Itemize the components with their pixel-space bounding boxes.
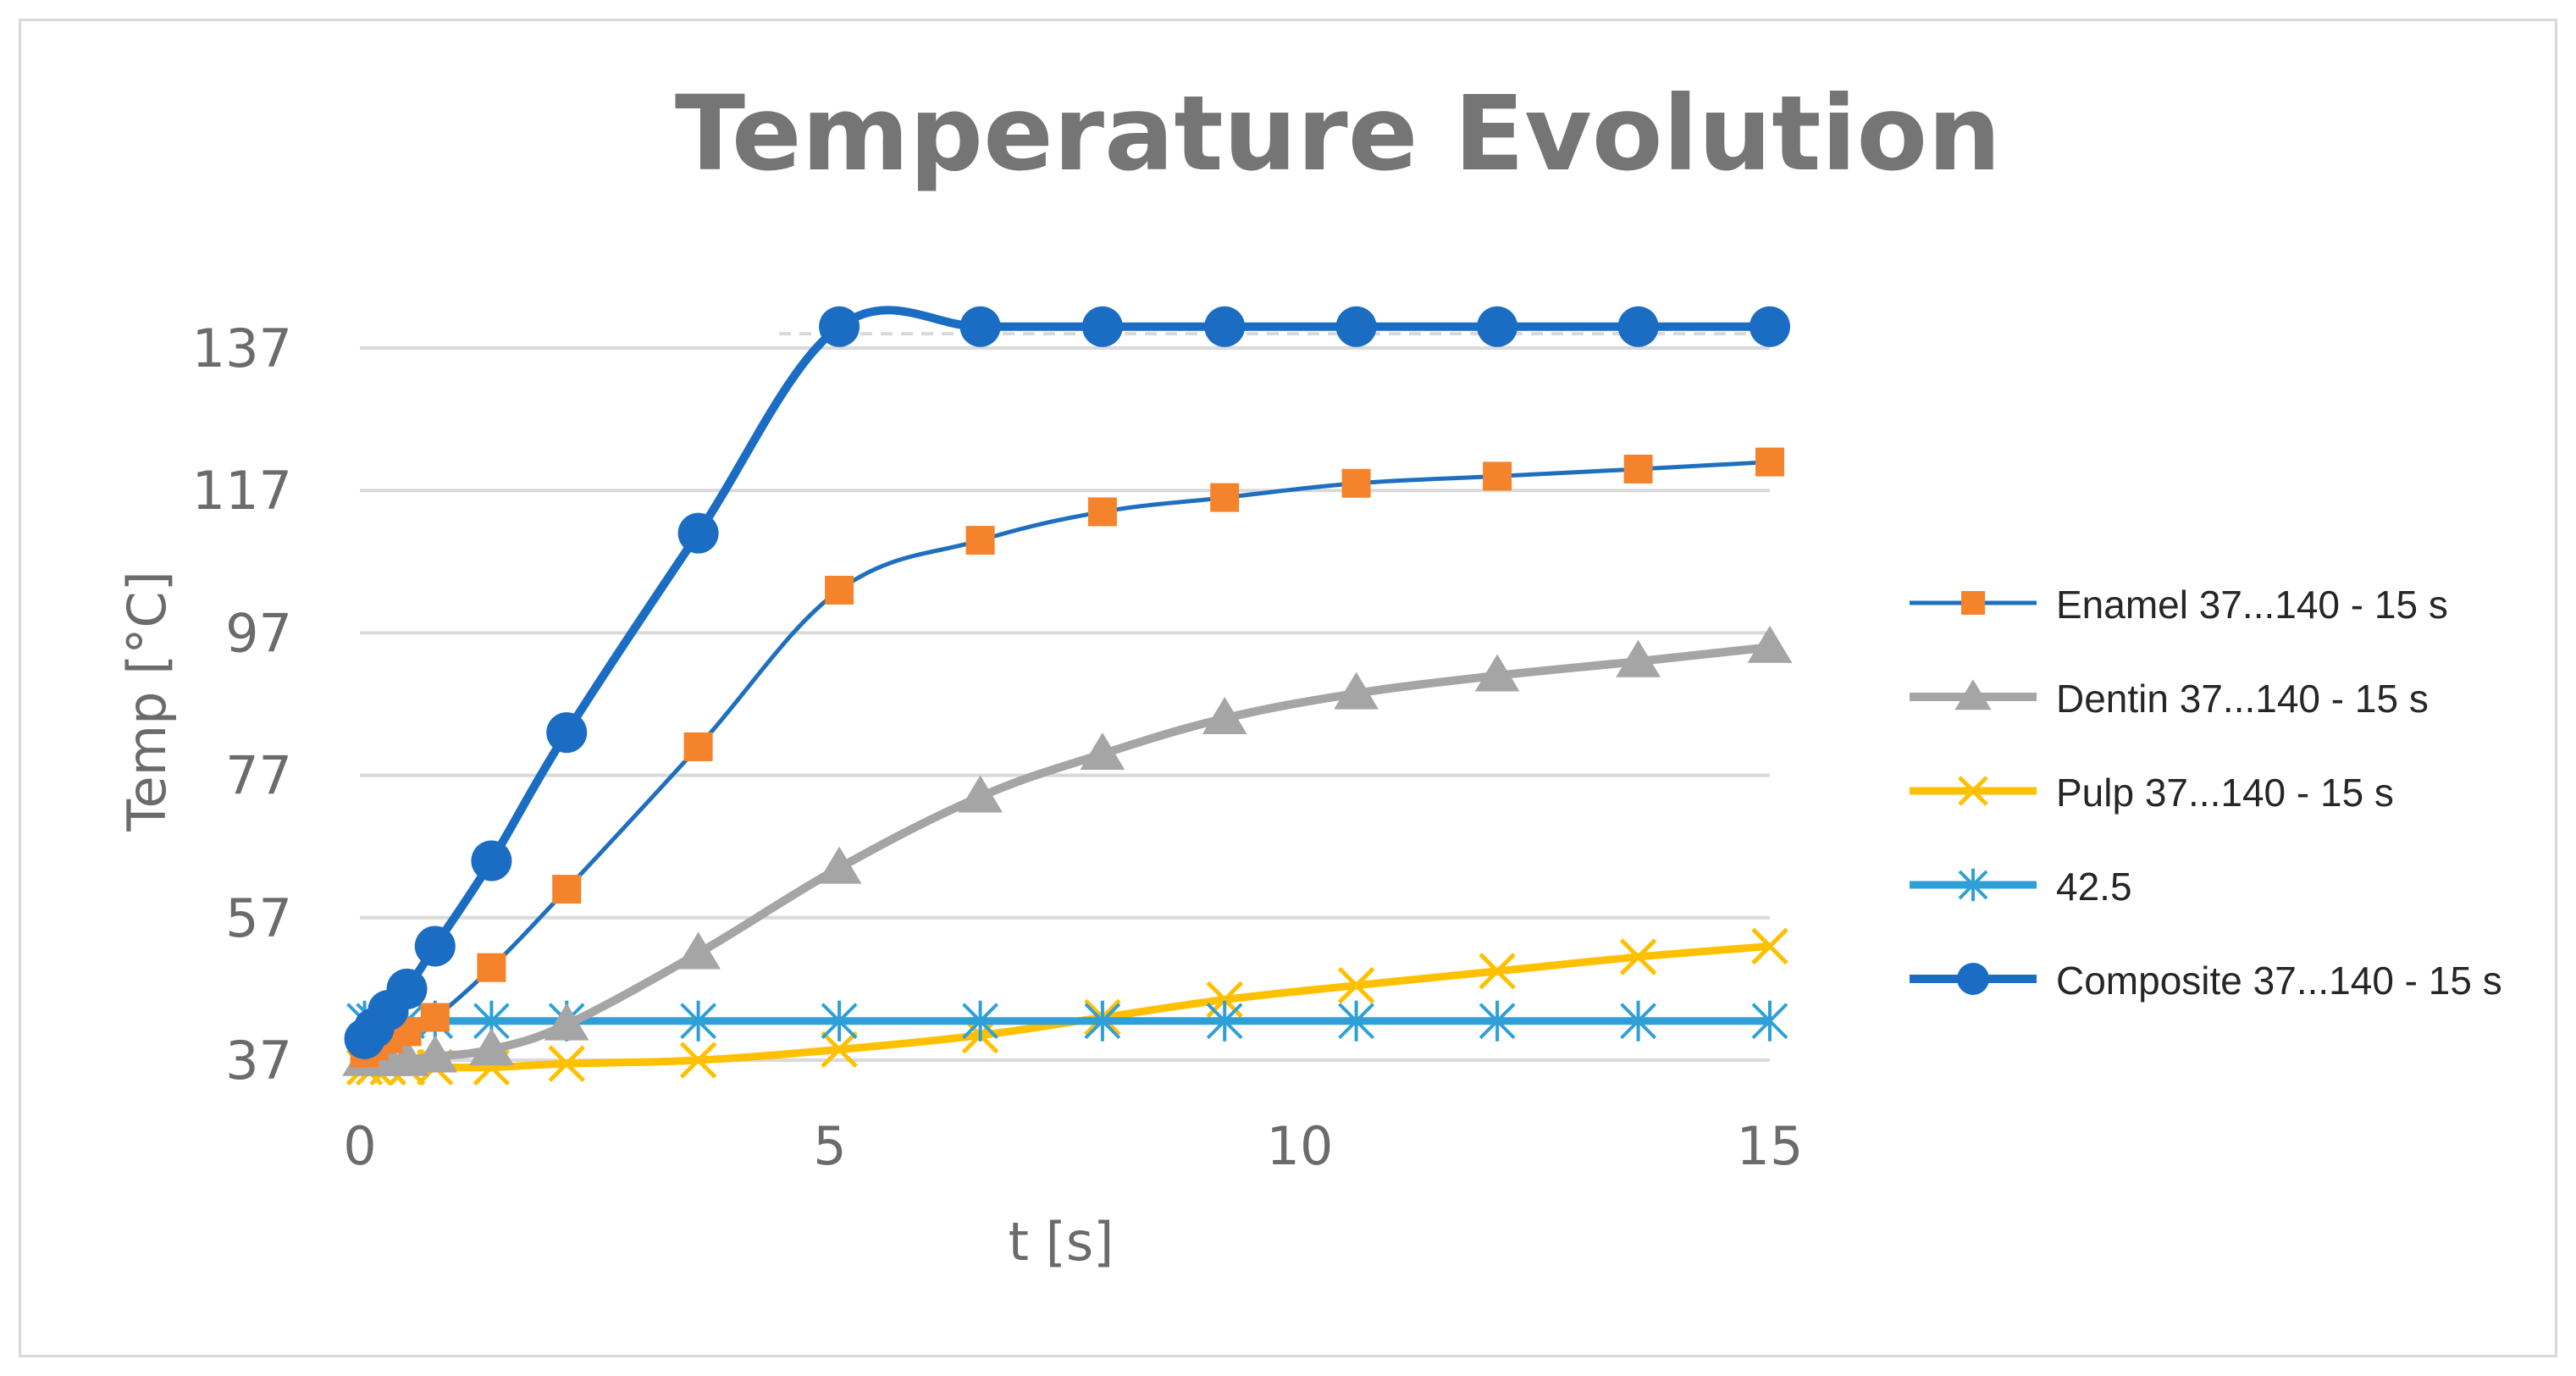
data-point [677,512,719,554]
data-point [1623,454,1653,484]
legend-entry-4: Composite 37...140 - 15 s [1910,959,2502,1003]
legend-label: Pulp 37...140 - 15 s [2056,771,2394,815]
legend-entry-3: 42.5 [1910,865,2132,909]
data-point [821,1000,858,1042]
data-point [1338,1000,1375,1042]
data-point [1087,497,1117,527]
y-tick-label: 97 [225,602,292,664]
data-point [683,732,713,761]
legend-entry-0: Enamel 37...140 - 15 s [1910,583,2448,627]
data-point [1080,732,1125,771]
grid-lines [360,346,1770,1062]
data-point [1619,938,1657,975]
legend-entry-1: Dentin 37...140 - 15 s [1910,677,2429,721]
data-point [1479,1000,1516,1042]
data-point [1477,306,1518,347]
data-point [412,1035,458,1073]
y-tick-label: 117 [192,460,292,522]
data-point [819,306,860,347]
data-point [1751,1000,1788,1042]
legend-label: 42.5 [2056,865,2132,909]
data-point [1210,483,1240,512]
data-point [1747,625,1793,663]
data-point [1337,966,1375,1004]
data-point [679,1042,717,1079]
data-point [965,526,995,555]
y-tick-label: 77 [225,745,292,807]
data-point [1081,306,1123,347]
x-tick-label: 15 [1737,1115,1804,1177]
legend-label: Dentin 37...140 - 15 s [2056,677,2429,721]
x-axis-ticks: 0 5 10 15 [343,1115,1803,1177]
data-point [1202,697,1247,735]
legend: Enamel 37...140 - 15 s Dentin 37...140 - … [1910,583,2502,1003]
data-point [548,1045,585,1082]
data-point [816,846,862,884]
series-0 [350,447,1784,1068]
data-point [1755,447,1784,477]
legend-marker [1957,963,1989,995]
legend-label: Enamel 37...140 - 15 s [2056,583,2448,627]
x-tick-label: 10 [1267,1115,1334,1177]
y-tick-label: 37 [225,1030,292,1091]
data-point [1483,461,1512,491]
series-line [364,942,1771,1072]
data-point [546,712,588,754]
data-point [1620,1000,1657,1042]
series-line [364,643,1771,1065]
data-point [552,875,582,904]
data-point [1750,306,1790,347]
series-line [361,306,1770,1042]
data-point [676,931,721,970]
series-layer [342,306,1793,1086]
y-axis-ticks: 37 57 77 97 117 137 [192,318,292,1091]
data-point [1341,468,1371,498]
data-point [962,1000,999,1042]
x-tick-label: 0 [343,1115,376,1177]
data-point [1084,1000,1121,1042]
y-tick-label: 137 [192,318,292,379]
y-tick-label: 57 [225,887,292,949]
data-point [821,1031,858,1069]
legend-label: Composite 37...140 - 15 s [2056,959,2502,1003]
data-point [386,968,428,1009]
data-point [469,1028,514,1066]
data-point [1474,654,1520,692]
data-point [958,775,1003,813]
series-1 [342,625,1793,1076]
legend-marker [1958,868,1988,902]
data-point [1335,306,1377,347]
series-4 [344,306,1790,1059]
data-point [959,306,1001,347]
legend-marker [1958,776,1988,806]
data-point [1479,953,1516,990]
data-point [544,1003,589,1041]
data-point [1204,306,1246,347]
chart-frame [19,19,2557,1357]
chart-title: Temperature Evolution [675,74,2001,194]
data-point [477,953,506,982]
data-point [1334,671,1379,710]
y-axis-title: Temp [°C] [116,571,178,832]
legend-marker [1961,591,1985,615]
data-point [420,1003,450,1032]
legend-marker [1954,679,1992,710]
data-point [1616,639,1661,677]
data-point [1617,306,1659,347]
x-axis-title: t [s] [1009,1211,1114,1273]
data-point [1206,1000,1243,1042]
legend-entry-2: Pulp 37...140 - 15 s [1910,771,2394,815]
data-point [414,926,456,967]
data-point [1751,927,1788,965]
data-point [825,575,854,605]
data-point [471,840,512,881]
data-point [680,1000,717,1042]
x-tick-label: 5 [813,1115,846,1177]
